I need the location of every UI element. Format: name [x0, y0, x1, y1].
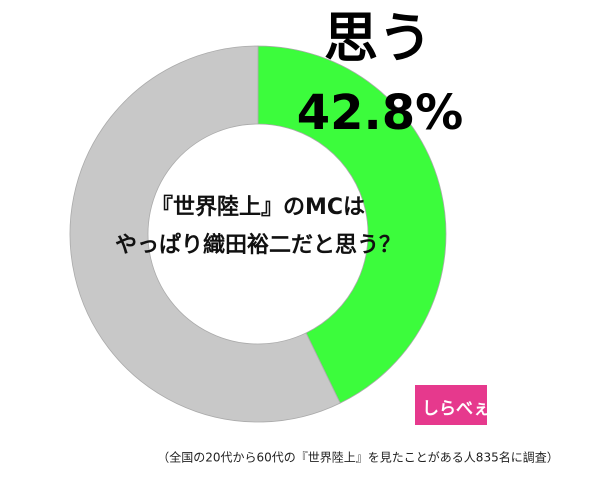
logo: しらべぇ: [422, 399, 490, 419]
chart-title: 『世界陸上』のMCは: [151, 194, 365, 220]
slice: [257, 45, 447, 404]
donut: [69, 45, 447, 423]
note: （全国の20代から60代の『世界陸上』を見たことがある人835名に調査）: [157, 450, 558, 465]
chart-title: やっぱり織田裕二だと思う？: [115, 232, 401, 258]
slice: [69, 45, 341, 423]
slice-label: 思う: [324, 7, 432, 70]
logo-box: [415, 385, 487, 425]
value-label: 42.8%: [297, 85, 464, 141]
